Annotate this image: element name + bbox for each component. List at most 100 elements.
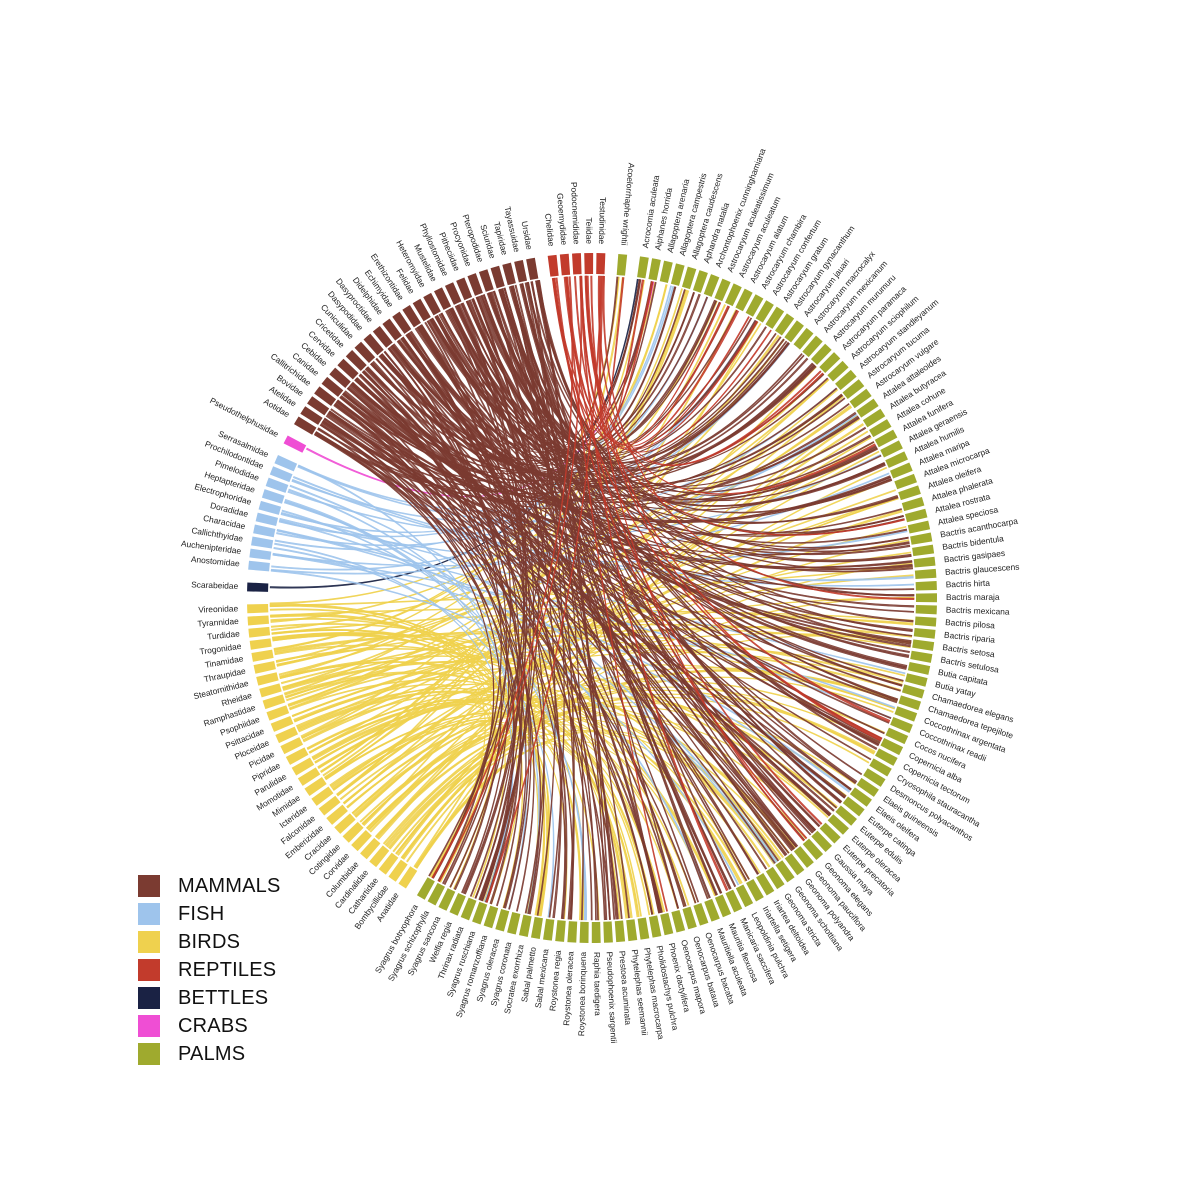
- node-segment: [526, 257, 539, 280]
- chord-link: [456, 304, 909, 659]
- node-label: Podocnemididae: [569, 182, 582, 245]
- legend-item: BETTLES: [138, 984, 281, 1012]
- chord-link: [287, 454, 882, 538]
- chord-link: [475, 296, 575, 920]
- node-segment: [274, 455, 298, 472]
- node-segment: [369, 845, 390, 868]
- chord-link: [579, 275, 729, 892]
- chord-link: [372, 360, 599, 921]
- node-segment: [915, 593, 938, 603]
- node-segment: [905, 673, 928, 687]
- node-segment: [901, 684, 925, 699]
- node-label: Bactris maraja: [946, 592, 1000, 602]
- chord-link: [375, 509, 903, 839]
- node-segment: [703, 274, 720, 297]
- node-segment: [616, 254, 628, 276]
- node-segment: [735, 288, 753, 312]
- chord-link: [276, 529, 851, 793]
- node-label: Bactris hirta: [946, 578, 991, 590]
- chord-link: [438, 275, 583, 883]
- chord-link: [456, 304, 528, 895]
- chord-link: [416, 326, 904, 682]
- node-label: Chelidae: [543, 213, 557, 247]
- node-segment: [321, 376, 344, 397]
- node-segment: [256, 672, 279, 686]
- node-segment: [849, 388, 872, 409]
- node-segment: [543, 918, 555, 941]
- legend-swatch: [138, 1015, 160, 1037]
- node-segment: [258, 500, 282, 515]
- node-segment: [354, 341, 376, 363]
- node-segment: [502, 262, 516, 286]
- chord-link: [336, 399, 913, 569]
- node-segment: [360, 837, 381, 860]
- node-label: Turdidae: [207, 628, 241, 641]
- chord-link: [537, 280, 608, 921]
- node-segment: [444, 282, 462, 305]
- node-segment: [259, 683, 282, 698]
- node-segment: [311, 786, 334, 806]
- legend-item: FISH: [138, 900, 281, 928]
- node-segment: [907, 520, 931, 534]
- node-label: Bactris pilosa: [945, 617, 996, 630]
- node-segment: [775, 860, 795, 883]
- chord-link: [598, 275, 645, 439]
- node-segment: [915, 605, 937, 615]
- legend-label: BETTLES: [178, 986, 269, 1009]
- chord-link: [270, 617, 666, 913]
- node-segment: [784, 320, 804, 343]
- node-segment: [253, 524, 276, 538]
- node-segment: [579, 921, 589, 943]
- node-segment: [659, 260, 673, 284]
- chord-link: [537, 280, 915, 597]
- chord-link: [602, 275, 915, 601]
- chord-link: [511, 285, 709, 900]
- node-segment: [735, 884, 754, 908]
- node-segment: [402, 304, 421, 328]
- chord-link: [269, 604, 545, 916]
- node-segment: [835, 369, 857, 391]
- chord-link: [383, 350, 545, 915]
- node-segment: [819, 352, 841, 374]
- node-segment: [363, 333, 384, 356]
- node-label: Roystonea regia: [547, 950, 563, 1012]
- node-segment: [819, 822, 841, 844]
- node-segment: [283, 435, 307, 453]
- node-segment: [898, 485, 921, 501]
- node-segment: [555, 920, 566, 942]
- node-segment: [483, 905, 499, 929]
- node-segment: [626, 919, 638, 942]
- node-segment: [904, 508, 928, 523]
- legend-item: MAMMALS: [138, 872, 281, 900]
- chord-link: [449, 302, 525, 888]
- node-segment: [547, 254, 559, 277]
- legend-label: REPTILES: [178, 958, 277, 981]
- node-segment: [438, 888, 456, 911]
- node-segment: [416, 877, 435, 900]
- node-segment: [913, 556, 936, 568]
- node-segment: [849, 787, 872, 807]
- node-segment: [910, 532, 933, 545]
- node-segment: [460, 897, 477, 921]
- node-segment: [784, 853, 805, 876]
- chord-link: [269, 608, 506, 898]
- node-segment: [907, 662, 931, 675]
- node-label: Bactris mexicana: [946, 604, 1010, 616]
- node-segment: [725, 889, 743, 913]
- node-segment: [765, 306, 785, 329]
- node-segment: [382, 318, 402, 341]
- node-segment: [875, 748, 898, 766]
- node-segment: [756, 873, 775, 896]
- chord-link: [467, 299, 899, 701]
- chord-link: [288, 488, 586, 921]
- node-segment: [912, 544, 935, 557]
- chord-link: [418, 325, 910, 657]
- legend-item: BIRDS: [138, 928, 281, 956]
- chord-link: [551, 277, 758, 451]
- node-segment: [912, 639, 935, 651]
- node-segment: [269, 466, 293, 483]
- chord-link: [431, 276, 574, 879]
- node-segment: [880, 738, 904, 756]
- chord-link: [319, 423, 515, 902]
